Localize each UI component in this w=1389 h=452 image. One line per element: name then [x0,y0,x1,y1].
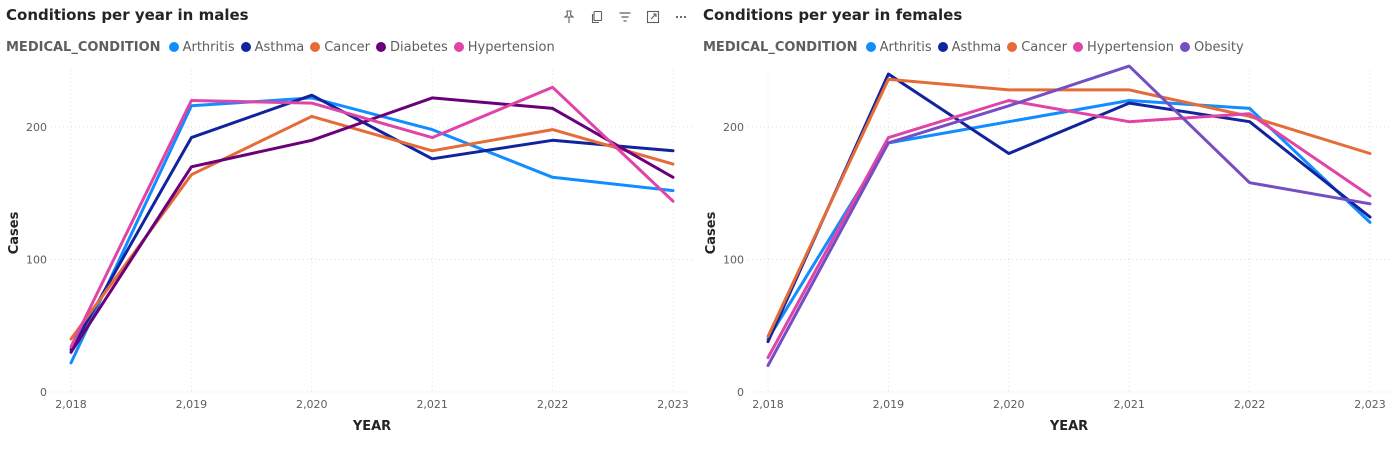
y-axis-title: Cases [7,211,22,254]
legend-label: Cancer [324,39,371,55]
series-line-hypertension[interactable] [766,99,1372,360]
x-tick-label: 2,018 [55,398,87,411]
series-line-arthritis[interactable] [69,96,675,365]
legend-item-cancer[interactable]: Cancer [310,40,370,55]
line-chart-males: 0 100 200 2,018 2,019 2,020 2,021 2,022 2,023 YEA… [7,70,693,434]
y-tick-label: 100 [723,254,744,267]
legend-marker [310,42,321,52]
x-tick-label: 2,021 [1113,398,1145,411]
visual-toolbar [560,8,690,26]
legend-marker [865,42,876,52]
legend-marker [1180,42,1190,52]
legend-marker [937,42,948,52]
y-tick-label: 0 [737,386,744,399]
legend-label: Asthma [951,39,1002,55]
chart-legend: MEDICAL_CONDITION Arthritis Asthma Cancer D… [6,38,561,56]
x-tick-label: 2,023 [1354,398,1386,411]
legend-marker [453,42,464,52]
legend-label: Arthritis [879,39,932,55]
chart-panel-females: Conditions per year in females MEDICAL_C… [697,0,1389,452]
legend-label: Obesity [1194,39,1244,55]
legend-title: MEDICAL_CONDITION [703,39,858,55]
legend-label: Cancer [1021,39,1068,55]
focus-mode-icon[interactable] [644,8,662,26]
legend-title: MEDICAL_CONDITION [6,39,161,55]
y-tick-label: 200 [26,121,47,134]
series-line-asthma[interactable] [766,72,1372,344]
legend-marker [168,42,179,52]
legend-marker [1073,42,1084,52]
x-tick-label: 2,022 [1234,398,1266,411]
x-tick-label: 2,021 [416,398,448,411]
chart-title: Conditions per year in females [703,6,963,24]
legend-item-cancer[interactable]: Cancer [1007,40,1067,55]
legend-label: Hypertension [1087,39,1174,55]
series-line-cancer[interactable] [69,114,675,341]
filter-icon[interactable] [616,8,634,26]
more-options-icon[interactable] [672,8,690,26]
legend-label: Hypertension [467,39,555,55]
legend-item-diabetes[interactable]: Diabetes [376,40,448,55]
y-axis-title: Cases [704,211,719,254]
chart-panel-males: Conditions per year in males MEDICAL_CON… [6,6,693,434]
line-chart-females: 0 100 200 2,018 2,019 2,020 2,021 2,022 2,023 YEA… [704,64,1389,434]
x-tick-label: 2,023 [657,398,689,411]
series-line-asthma[interactable] [69,93,675,352]
legend-label: Diabetes [390,39,448,55]
x-tick-label: 2,020 [296,398,328,411]
x-axis-title: YEAR [1049,419,1088,434]
legend-item-hypertension[interactable]: Hypertension [453,39,555,55]
series-line-diabetes[interactable] [69,96,675,354]
pin-icon[interactable] [560,8,578,26]
legend-marker [240,42,251,52]
series-line-obesity[interactable] [766,64,1372,367]
legend-label: Asthma [254,39,305,55]
x-tick-label: 2,018 [752,398,784,411]
legend-item-arthritis[interactable]: Arthritis [168,39,235,55]
legend-item-arthritis[interactable]: Arthritis [865,39,932,55]
legend-marker [376,42,387,52]
legend-label: Arthritis [182,39,235,55]
series-line-cancer[interactable] [766,77,1372,338]
x-tick-label: 2,019 [873,398,905,411]
legend-item-asthma[interactable]: Asthma [240,39,305,55]
legend-item-hypertension[interactable]: Hypertension [1073,40,1174,55]
x-tick-label: 2,019 [176,398,208,411]
series-line-arthritis[interactable] [766,99,1372,341]
y-tick-label: 200 [723,121,744,134]
legend-item-obesity[interactable]: Obesity [1180,40,1244,55]
chart-legend: MEDICAL_CONDITION Arthritis Asthma Cancer H… [703,38,1250,56]
y-tick-label: 0 [40,386,47,399]
legend-marker [1007,42,1018,52]
x-tick-label: 2,022 [537,398,569,411]
legend-item-asthma[interactable]: Asthma [937,39,1002,55]
series-line-hypertension[interactable] [69,85,675,349]
x-tick-label: 2,020 [993,398,1025,411]
chart-title: Conditions per year in males [6,6,249,24]
x-axis-title: YEAR [352,419,391,434]
y-tick-label: 100 [26,254,47,267]
copy-icon[interactable] [588,8,606,26]
